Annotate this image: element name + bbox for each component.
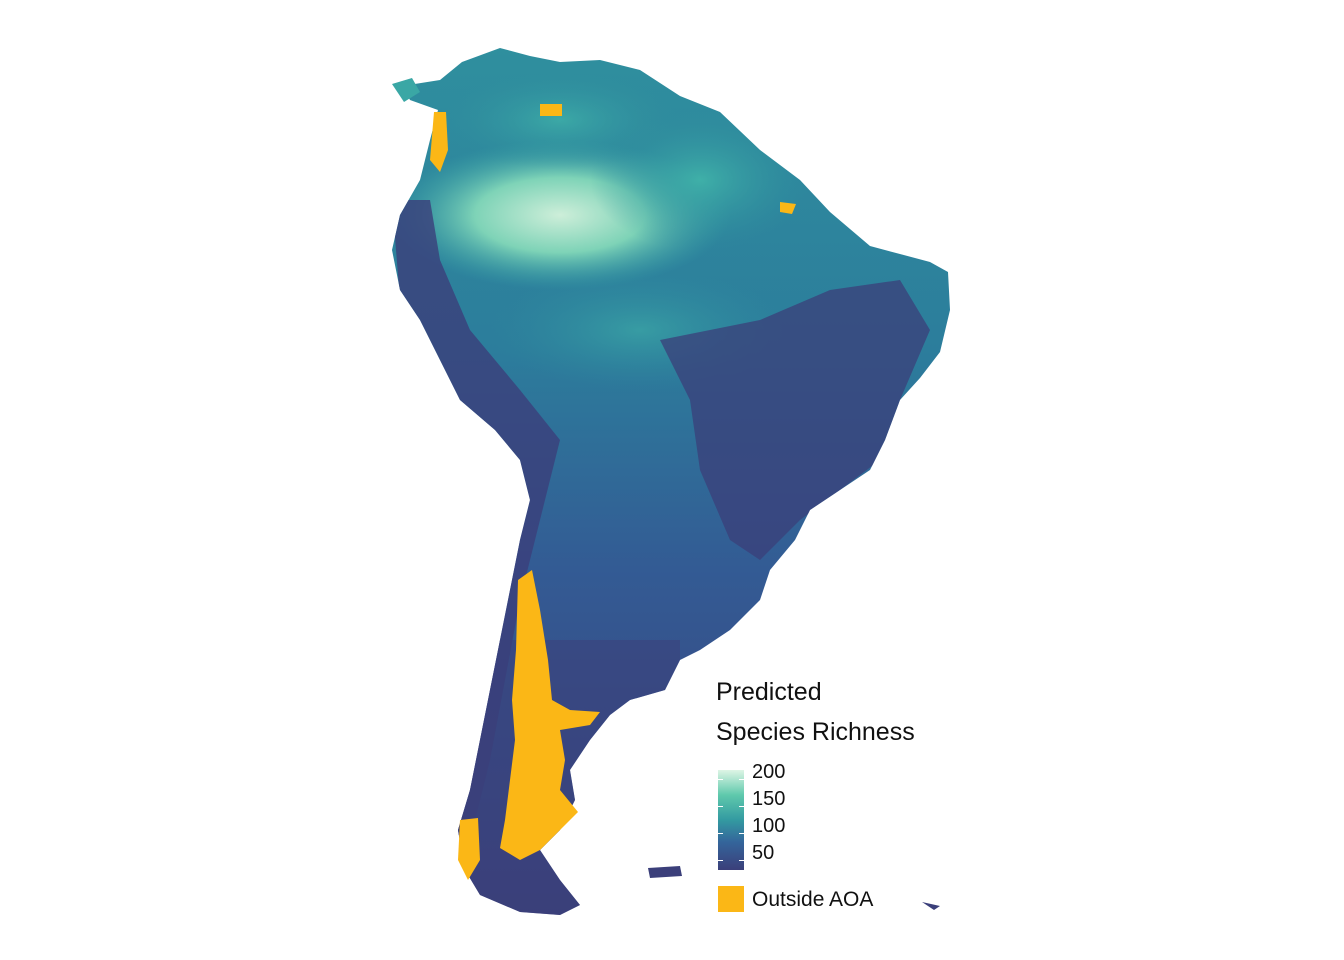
outside-aoa-regions (430, 104, 796, 880)
brazil-low-richness-zone (660, 280, 930, 560)
colorbar-group: 200 150 100 50 (716, 761, 915, 874)
legend: Predicted Species Richness 200 150 100 5… (716, 672, 915, 912)
tick-label-150: 150 (752, 788, 786, 810)
tick-label-50: 50 (752, 842, 775, 864)
tick-label-100: 100 (752, 815, 786, 837)
outside-aoa-label: Outside AOA (752, 888, 874, 911)
legend-title-line1: Predicted (716, 678, 822, 706)
outside-aoa-swatch (718, 886, 744, 912)
tick-label-200: 200 (752, 761, 786, 783)
legend-title-line2: Species Richness (716, 718, 915, 746)
colorbar (718, 770, 744, 870)
